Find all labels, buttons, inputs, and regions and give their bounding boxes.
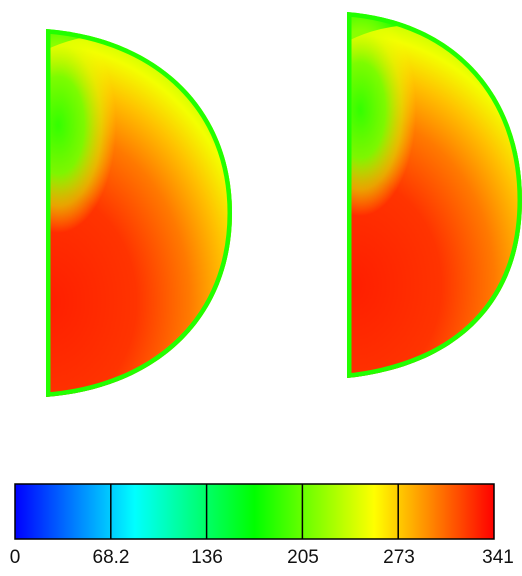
colorbar-tick-label: 0: [9, 547, 21, 568]
half-disk-plot-left: [46, 29, 232, 397]
colorbar-tick-label: 68.2: [92, 547, 130, 568]
colorbar-tick-label: 205: [287, 547, 319, 568]
half-disk-plot-right: [347, 12, 522, 378]
colorbar-tick-label: 273: [383, 547, 415, 568]
colorbar-dividers: [110, 484, 399, 539]
colorbar-tick-label: 341: [482, 547, 514, 568]
colorbar-frame: [14, 483, 495, 540]
colorbar-gradient: [15, 484, 494, 539]
colorbar-tick-label: 136: [191, 547, 223, 568]
colorbar: [14, 483, 495, 540]
